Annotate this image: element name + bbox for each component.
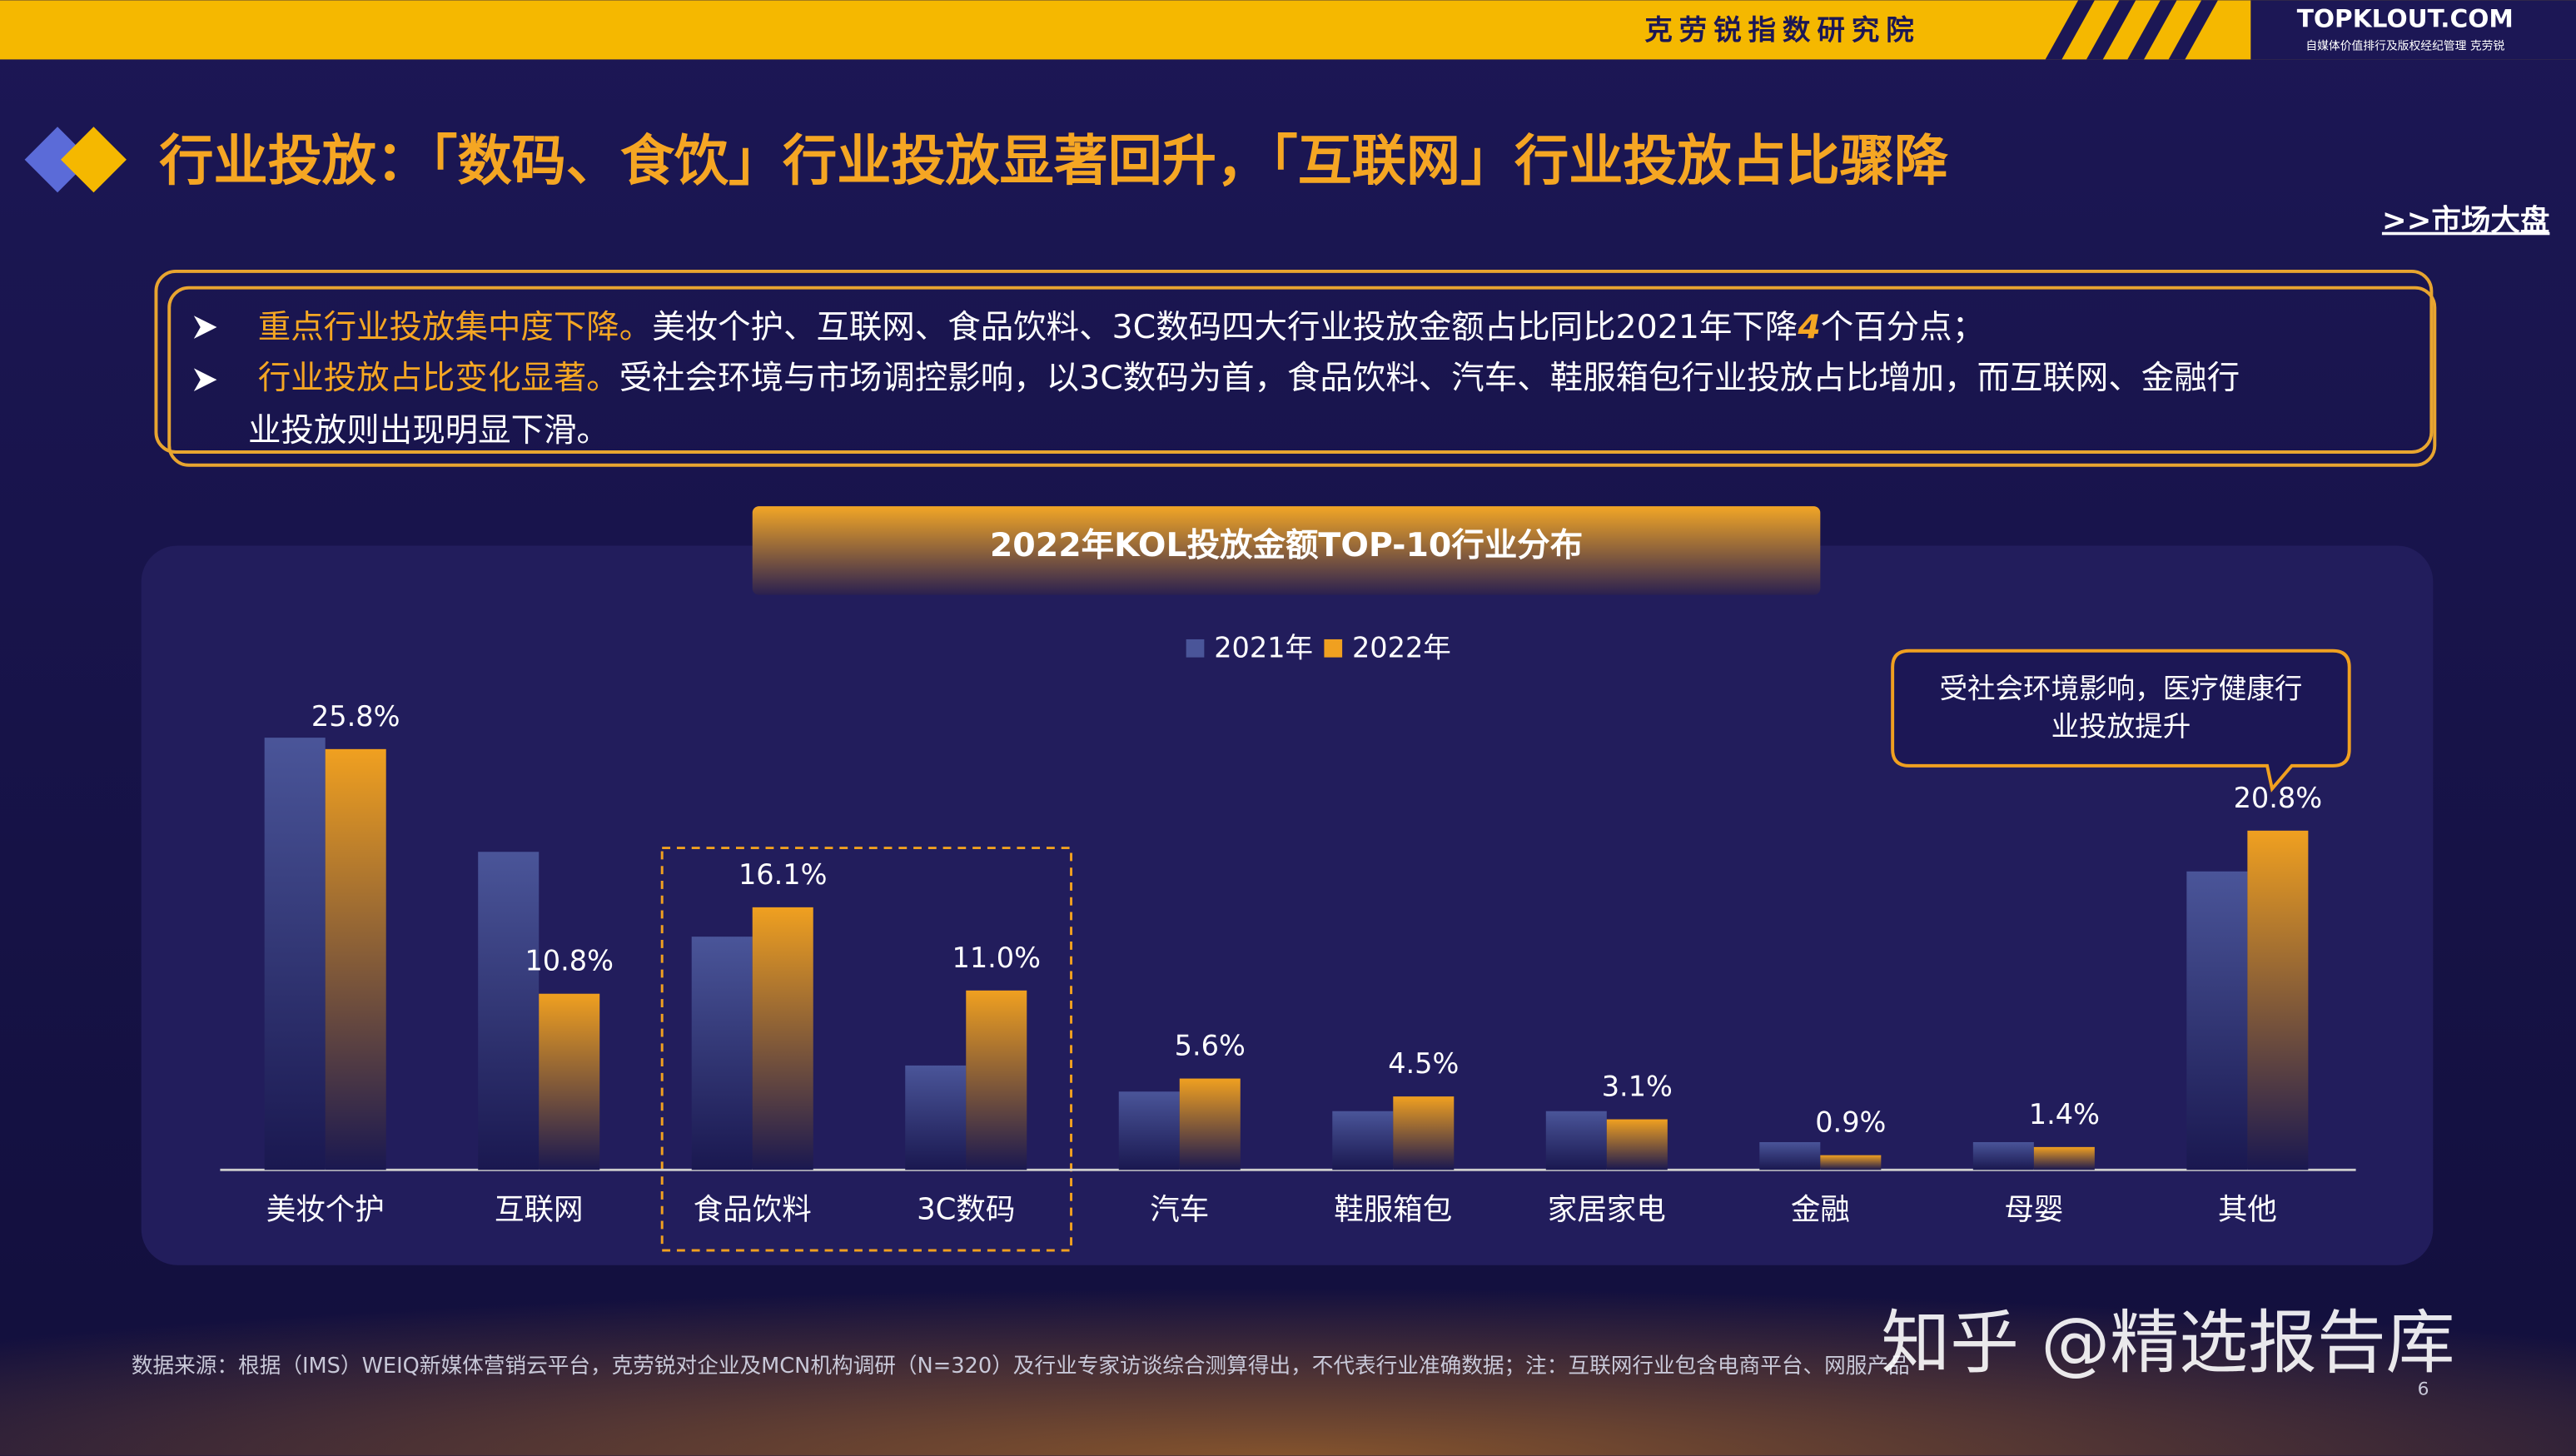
data-label: 16.1% bbox=[738, 858, 828, 891]
bar bbox=[1393, 1096, 1455, 1170]
bullet-text: 受社会环境与市场调控影响，以3C数码为首，食品饮料、汽车、鞋服箱包行业投放占比增… bbox=[619, 359, 2240, 397]
bar bbox=[2247, 830, 2309, 1170]
legend-swatch bbox=[1324, 639, 1343, 658]
stripe bbox=[2086, 0, 2136, 60]
legend-swatch bbox=[1186, 639, 1205, 658]
bullet-text: 个百分点； bbox=[1821, 308, 1985, 346]
bullet: 行业投放占比变化显著。受社会环境与市场调控影响，以3C数码为首，食品饮料、汽车、… bbox=[258, 359, 2240, 397]
bullet-highlight: 行业投放占比变化显著。 bbox=[258, 359, 619, 397]
data-label: 11.0% bbox=[952, 942, 1041, 974]
bullet-frame bbox=[167, 286, 2437, 467]
chart-title: 2022年KOL投放金额TOP-10行业分布 bbox=[990, 526, 1583, 564]
bullet: 重点行业投放集中度下降。美妆个护、互联网、食品饮料、3C数码四大行业投放金额占比… bbox=[258, 308, 1985, 346]
bar bbox=[1179, 1078, 1241, 1170]
page-number: 6 bbox=[2418, 1379, 2429, 1400]
x-tick-label: 汽车 bbox=[1150, 1193, 1209, 1227]
data-label: 4.5% bbox=[1388, 1047, 1459, 1080]
bar bbox=[1820, 1155, 1882, 1170]
bar bbox=[1118, 1091, 1180, 1170]
data-label: 25.8% bbox=[311, 700, 400, 733]
org-name: 克劳锐指数研究院 bbox=[1644, 13, 1920, 46]
bar bbox=[325, 748, 386, 1170]
title-icon bbox=[61, 127, 127, 193]
data-label: 10.8% bbox=[525, 945, 614, 977]
bar bbox=[966, 990, 1027, 1170]
callout bbox=[1891, 648, 2351, 793]
logo-bg bbox=[2250, 0, 2576, 60]
stripe bbox=[2045, 0, 2095, 60]
bullet-text: 业投放则出现明显下滑。 bbox=[248, 411, 609, 450]
bullet-text: 美妆个护、互联网、食品饮料、3C数码四大行业投放金额占比同比2021年下降 bbox=[652, 308, 1798, 346]
legend-label: 2021年 bbox=[1214, 631, 1313, 663]
stripe bbox=[2127, 0, 2177, 60]
bullet-emphasis: 4 bbox=[1797, 308, 1820, 346]
highlight-box bbox=[660, 847, 1073, 1252]
bar bbox=[905, 1065, 967, 1170]
source: 数据来源：根据（IMS）WEIQ新媒体营销云平台，克劳锐对企业及MCN机构调研（… bbox=[132, 1354, 1910, 1379]
x-tick-label: 其他 bbox=[2218, 1193, 2277, 1227]
bar bbox=[1606, 1119, 1668, 1170]
stripe bbox=[2168, 0, 2218, 60]
data-label: 1.4% bbox=[2029, 1098, 2100, 1131]
bullet-highlight: 重点行业投放集中度下降。 bbox=[258, 308, 652, 346]
annotation: 受社会环境影响，医疗健康行 bbox=[1939, 673, 2302, 705]
nav-link[interactable]: >>市场大盘 bbox=[2382, 204, 2550, 238]
x-tick-label: 家居家电 bbox=[1548, 1193, 1666, 1227]
bar bbox=[539, 993, 600, 1170]
data-label: 0.9% bbox=[1815, 1106, 1886, 1139]
bar bbox=[691, 937, 753, 1170]
data-label: 5.6% bbox=[1175, 1030, 1246, 1062]
bar bbox=[478, 852, 540, 1170]
bullet-marker bbox=[193, 316, 217, 339]
bullet-marker bbox=[193, 368, 217, 391]
slide-title: 行业投放：「数码、食饮」行业投放显著回升，「互联网」行业投放占比骤降 bbox=[159, 131, 1949, 193]
x-tick-label: 3C数码 bbox=[917, 1193, 1015, 1227]
annotation: 业投放提升 bbox=[2051, 710, 2191, 743]
chart-title-banner bbox=[752, 506, 1821, 595]
watermark: 知乎 @精选报告库 bbox=[1881, 1302, 2454, 1383]
x-tick-label: 鞋服箱包 bbox=[1334, 1193, 1452, 1227]
bar bbox=[1545, 1111, 1607, 1170]
data-label: 3.1% bbox=[1602, 1071, 1673, 1103]
x-tick-label: 美妆个护 bbox=[266, 1193, 385, 1227]
x-tick-label: 互联网 bbox=[495, 1193, 584, 1227]
x-tick-label: 食品饮料 bbox=[694, 1193, 812, 1227]
bar bbox=[264, 738, 326, 1170]
bar bbox=[1759, 1141, 1821, 1170]
bar bbox=[752, 907, 813, 1170]
logo: TOPKLOUT.COM bbox=[2297, 5, 2514, 33]
bullet-frame bbox=[154, 269, 2434, 454]
bar bbox=[1332, 1111, 1394, 1170]
legend-label: 2022年 bbox=[1352, 631, 1451, 663]
x-tick-label: 母婴 bbox=[2004, 1193, 2063, 1227]
logo-sub: 自媒体价值排行及版权经纪管理 克劳锐 bbox=[2305, 39, 2504, 53]
data-label: 20.8% bbox=[2234, 782, 2323, 814]
bar bbox=[1972, 1141, 2034, 1170]
bar bbox=[2033, 1146, 2095, 1170]
bar bbox=[2186, 871, 2248, 1170]
x-tick-label: 金融 bbox=[1791, 1193, 1850, 1227]
